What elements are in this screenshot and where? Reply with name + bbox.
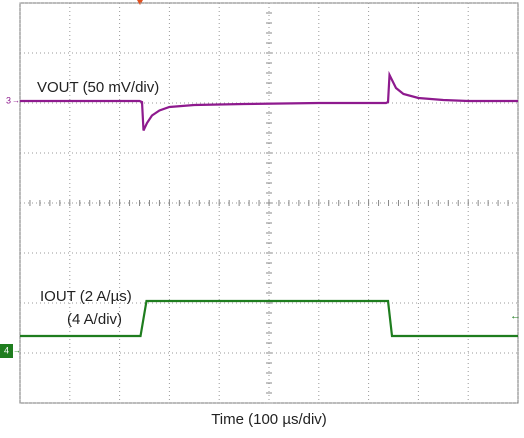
trace-label: (4 A/div) bbox=[67, 311, 122, 328]
channel-box bbox=[0, 344, 13, 358]
x-axis-title: Time (100 µs/div) bbox=[211, 411, 327, 428]
channel-arrow: → bbox=[12, 96, 20, 105]
channel-marker: 4 bbox=[4, 345, 9, 355]
channel-marker: 3 bbox=[6, 95, 11, 105]
trace bbox=[20, 299, 518, 338]
trace bbox=[20, 70, 518, 131]
channel-arrow: → bbox=[13, 346, 21, 355]
trace-label: VOUT (50 mV/div) bbox=[37, 79, 159, 96]
level-arrow: ← bbox=[510, 310, 521, 322]
trace-label: IOUT (2 A/µs) bbox=[40, 288, 132, 305]
